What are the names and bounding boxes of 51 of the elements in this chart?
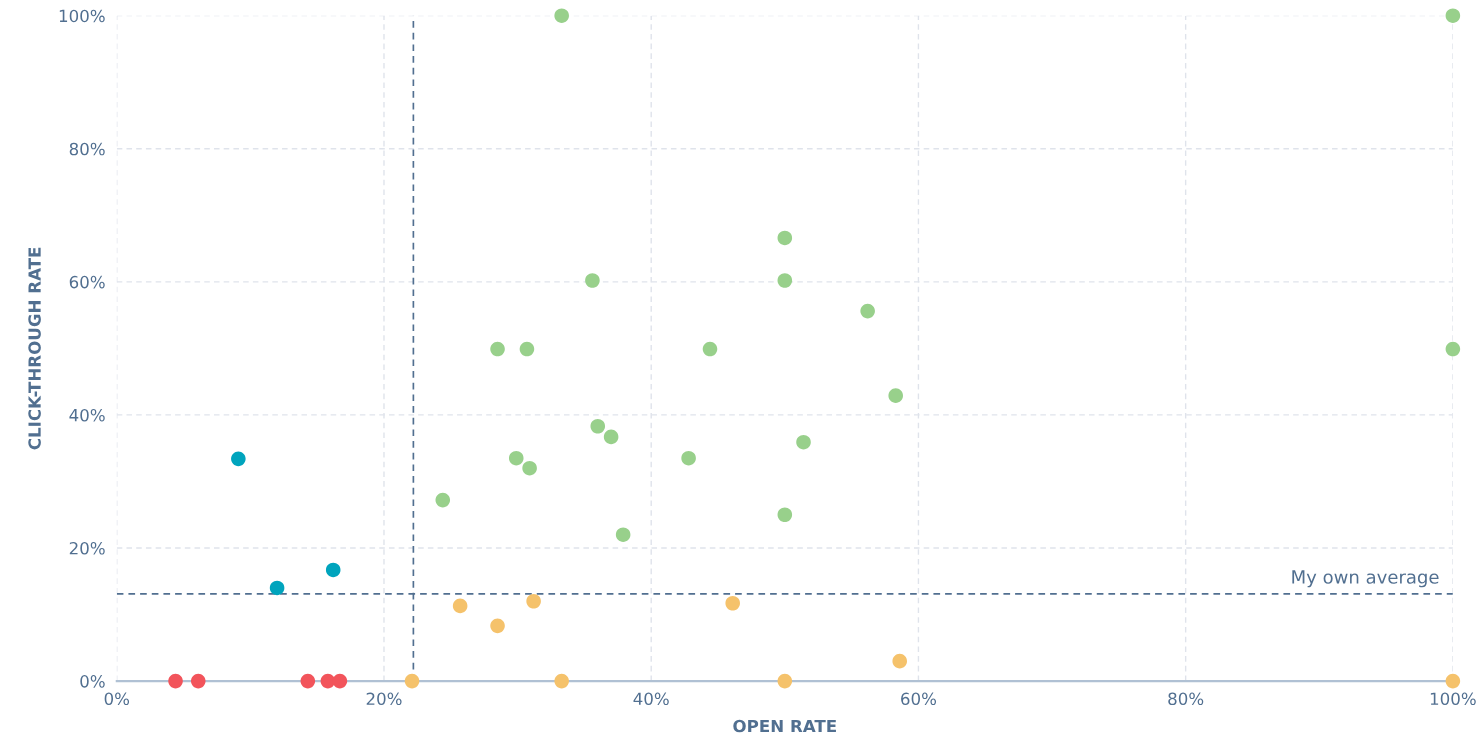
point: [615, 527, 631, 542]
point: [168, 673, 183, 689]
point: [325, 562, 341, 578]
point: [777, 507, 793, 523]
point: [519, 341, 535, 357]
point: [526, 593, 541, 609]
x-tick-label: 100%: [1430, 692, 1476, 706]
point: [190, 673, 206, 689]
point: [796, 434, 811, 450]
x-tick-label: 80%: [1168, 692, 1204, 706]
point: [1445, 8, 1461, 23]
point: [554, 8, 569, 23]
point: [860, 303, 875, 319]
point: [777, 673, 793, 689]
point: [777, 230, 793, 246]
point: [508, 450, 524, 466]
point: [888, 388, 903, 403]
point: [681, 450, 696, 466]
x-tick-label: 40%: [633, 692, 669, 706]
y-tick-label: 60%: [69, 275, 105, 289]
point: [554, 673, 569, 689]
point: [777, 273, 793, 288]
point: [522, 460, 537, 476]
x-axis-title: OPEN RATE: [733, 719, 836, 733]
point: [435, 492, 451, 508]
point: [231, 451, 246, 467]
ref-line-label: My own average: [1292, 570, 1439, 588]
point: [725, 595, 740, 611]
y-tick-label: 100%: [59, 9, 105, 23]
point: [892, 653, 908, 669]
point: [702, 341, 718, 357]
point: [490, 341, 505, 357]
point: [490, 618, 505, 634]
y-tick-label: 0%: [80, 675, 105, 688]
y-tick-label: 80%: [69, 142, 105, 156]
point: [269, 580, 285, 596]
point: [1445, 341, 1461, 357]
point: [603, 429, 619, 445]
point: [404, 673, 420, 689]
y-axis-title: CLICK-THROUGH RATE: [28, 247, 41, 450]
point: [1445, 673, 1461, 689]
point: [590, 418, 606, 434]
point: [332, 673, 348, 689]
point: [300, 673, 316, 689]
x-tick-label: 20%: [366, 692, 402, 706]
point: [585, 273, 600, 288]
point: [452, 598, 468, 614]
x-tick-label: 60%: [901, 692, 937, 706]
x-tick-label: 0%: [104, 692, 130, 706]
y-tick-label: 40%: [69, 408, 105, 422]
y-tick-label: 20%: [69, 541, 105, 555]
